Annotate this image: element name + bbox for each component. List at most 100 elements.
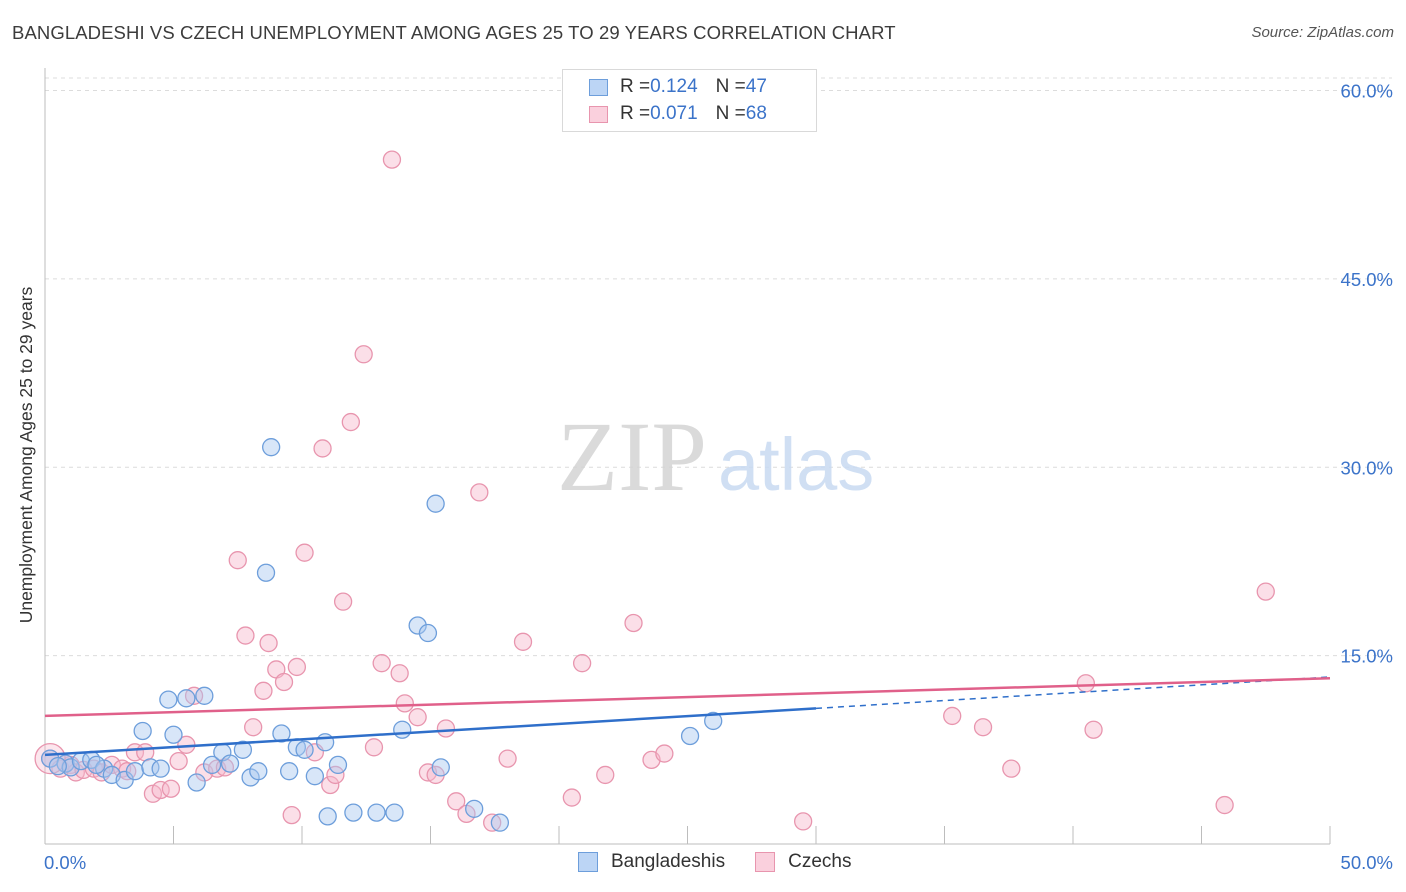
- y-tick-label: 60.0%: [1341, 81, 1393, 102]
- bangladeshis-point: [151, 759, 170, 778]
- czechs-swatch: [755, 852, 776, 872]
- y-axis-label: Unemployment Among Ages 25 to 29 years: [16, 286, 36, 624]
- bangladeshis-point: [408, 616, 427, 635]
- bangladeshis-point: [490, 813, 510, 832]
- czechs-point: [228, 551, 247, 570]
- czechs-point: [364, 738, 384, 757]
- bangladeshis-point: [164, 725, 183, 744]
- bangladeshis-point: [262, 438, 281, 457]
- czechs-point: [596, 765, 615, 785]
- czechs-point: [390, 664, 409, 683]
- bangladeshis-point: [328, 755, 348, 775]
- watermark: ZIP atlas: [557, 401, 874, 512]
- legend-row-bangladeshis: R = 0.124 N = 47: [589, 75, 767, 99]
- czechs-point: [513, 632, 533, 651]
- czechs-point: [1002, 759, 1021, 778]
- bangladeshis-point: [202, 755, 222, 775]
- czechs-point: [436, 719, 456, 738]
- bangladeshis-point: [87, 755, 106, 775]
- czechs-point: [287, 657, 307, 677]
- czechs-point: [498, 749, 517, 768]
- czechs-point: [470, 483, 489, 502]
- n-label: N =: [715, 103, 746, 124]
- bangladeshis-swatch: [578, 852, 598, 872]
- bangladeshis-point: [233, 740, 253, 759]
- czechs-point: [321, 775, 340, 795]
- czechs-point: [341, 412, 360, 432]
- czechs-swatch: [589, 105, 608, 123]
- correlation-legend: R = 0.124 N = 47 R = 0.071 N = 68: [562, 69, 817, 132]
- legend-row-czechs: R = 0.071 N = 68: [589, 102, 767, 126]
- bangladeshis-point: [177, 689, 196, 708]
- bangladeshis-point: [344, 803, 363, 822]
- bangladeshis-point: [704, 711, 723, 731]
- bangladeshis-point: [249, 762, 268, 781]
- czechs-point: [447, 792, 466, 811]
- czechs-point: [254, 681, 273, 700]
- bangladeshis-point: [465, 799, 484, 818]
- source-label: Source: ZipAtlas.com: [1251, 24, 1394, 41]
- r-label: R =: [620, 103, 651, 124]
- bangladeshis-point: [315, 733, 335, 752]
- czechs-point: [244, 718, 263, 737]
- bangladeshis-point: [393, 720, 412, 739]
- trend-lines: [44, 676, 1331, 757]
- bangladeshis-point: [125, 762, 145, 781]
- bangladeshis-trend-extension: [815, 676, 1331, 710]
- legend-item-czechs[interactable]: Czechs: [755, 851, 851, 873]
- czechs-trend-line: [44, 676, 1331, 718]
- legend-label: Bangladeshis: [611, 851, 726, 872]
- watermark-atlas: atlas: [718, 423, 874, 506]
- bangladeshis-swatch: [589, 78, 608, 96]
- czechs-point: [973, 718, 993, 737]
- r-value: 0.124: [650, 76, 698, 97]
- y-tick-label: 15.0%: [1341, 646, 1393, 667]
- bangladeshis-point: [680, 726, 700, 746]
- czechs-point: [655, 744, 674, 763]
- czechs-point: [1215, 795, 1234, 815]
- bangladeshis-point: [272, 724, 291, 743]
- x-tick-label: 50.0%: [1341, 852, 1393, 873]
- czechs-point: [943, 706, 962, 726]
- czechs-point: [562, 788, 581, 807]
- czechs-point: [333, 592, 353, 611]
- czechs-point: [483, 813, 502, 832]
- czechs-point: [372, 654, 391, 673]
- r-value: 0.071: [650, 103, 698, 124]
- bangladeshis-point: [279, 762, 299, 781]
- czechs-point: [1076, 674, 1095, 693]
- czechs-point: [624, 613, 643, 633]
- n-value: 47: [745, 76, 767, 97]
- czechs-point: [236, 626, 255, 645]
- bangladeshis-trend-line: [44, 707, 817, 757]
- czechs-point: [295, 543, 314, 562]
- tick-labels: 15.0% 30.0% 45.0% 60.0% 0.0% 50.0%: [44, 81, 1393, 873]
- czechs-point: [572, 654, 592, 673]
- czechs-point: [274, 672, 294, 692]
- czechs-point: [161, 779, 181, 798]
- x-tick-label: 0.0%: [44, 852, 86, 873]
- r-label: R =: [620, 76, 651, 97]
- czechs-point: [1084, 720, 1103, 739]
- czechs-point: [313, 439, 332, 458]
- bangladeshis-point: [295, 740, 314, 759]
- n-value: 68: [745, 103, 767, 124]
- bangladeshis-point: [418, 623, 438, 643]
- czechs-point: [408, 708, 427, 727]
- y-tick-label: 30.0%: [1341, 457, 1393, 478]
- bangladeshis-point: [385, 803, 404, 822]
- czechs-point: [1256, 582, 1275, 601]
- watermark-zip: ZIP: [557, 401, 707, 512]
- czechs-point: [282, 805, 301, 825]
- bangladeshis-point: [48, 756, 67, 776]
- chart-title: BANGLADESHI VS CZECH UNEMPLOYMENT AMONG …: [12, 22, 896, 43]
- bangladeshis-point: [426, 494, 445, 513]
- bangladeshis-point: [220, 754, 240, 773]
- czechs-point: [169, 751, 188, 771]
- czechs-point: [354, 345, 373, 364]
- czechs-point: [395, 694, 414, 713]
- legend-item-bangladeshis[interactable]: Bangladeshis: [578, 851, 725, 873]
- bangladeshis-point: [256, 563, 276, 582]
- n-label: N =: [715, 76, 746, 97]
